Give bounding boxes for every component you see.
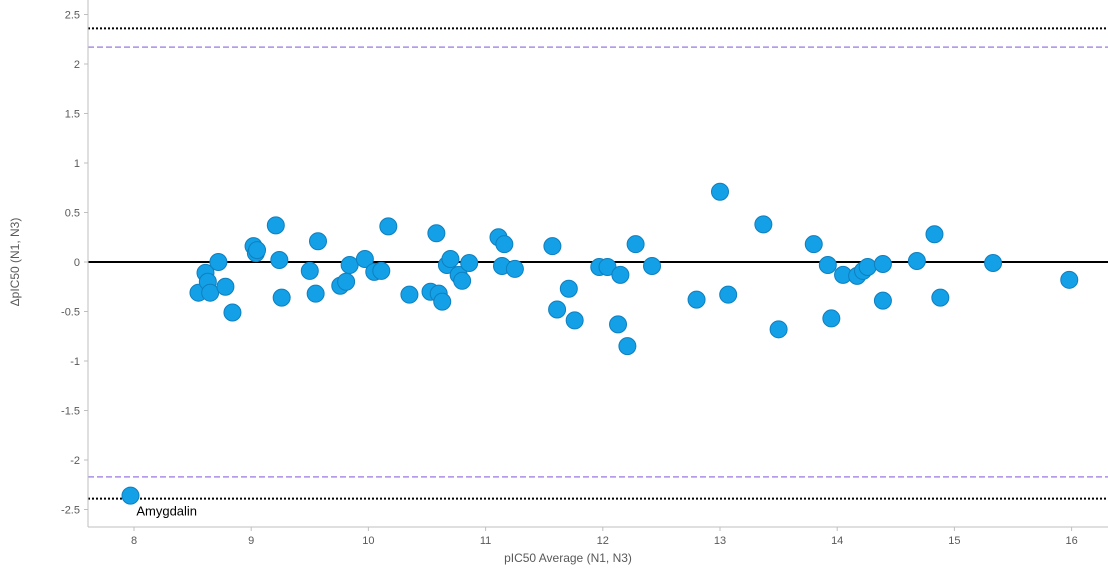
data-point — [248, 241, 267, 260]
data-point — [711, 182, 729, 201]
axes — [87, 0, 1108, 528]
data-point — [121, 486, 140, 505]
y-tick-label: -2 — [70, 455, 80, 467]
data-point — [873, 254, 892, 273]
x-tick-label: 16 — [1065, 535, 1077, 547]
data-point — [272, 288, 291, 307]
data-points — [121, 182, 1079, 505]
x-tick-label: 15 — [948, 535, 960, 547]
data-point — [598, 257, 617, 276]
data-point — [804, 235, 823, 254]
data-point — [223, 303, 242, 322]
y-tick-label: -1.5 — [61, 406, 80, 418]
data-point — [433, 292, 452, 311]
x-tick-label: 11 — [480, 535, 491, 547]
x-tick-labels: 8 9 10 11 12 13 14 15 16 — [131, 527, 1078, 547]
data-point — [565, 311, 584, 330]
data-point — [626, 235, 645, 254]
x-tick-label: 12 — [597, 535, 609, 547]
data-point — [907, 252, 926, 271]
y-tick-label: 1.5 — [65, 109, 80, 121]
y-tick-label: 0.5 — [65, 208, 80, 220]
x-tick-label: 9 — [248, 535, 254, 547]
x-tick-label: 10 — [362, 535, 374, 547]
data-point — [270, 251, 289, 270]
data-point — [379, 217, 398, 236]
data-point — [873, 291, 892, 310]
data-point — [548, 300, 567, 319]
data-point — [400, 285, 419, 304]
data-point — [754, 215, 773, 234]
data-point — [306, 284, 325, 303]
data-point — [340, 255, 359, 274]
data-point — [931, 288, 950, 307]
y-tick-label: -0.5 — [61, 307, 80, 319]
y-tick-label: -2.5 — [61, 505, 80, 517]
data-point — [266, 216, 285, 235]
data-point — [427, 224, 446, 243]
x-tick-label: 8 — [131, 535, 137, 547]
data-point — [618, 337, 637, 356]
data-point — [611, 265, 630, 284]
data-point — [355, 250, 374, 269]
y-tick-labels: 2.5 2 1.5 1 0.5 0 -0.5 -1 -1.5 -2 -2.5 — [61, 10, 88, 517]
y-tick-label: 2.5 — [65, 10, 80, 22]
y-axis-title: ΔpIC50 (N1, N3) — [8, 218, 22, 307]
data-point — [984, 253, 1003, 272]
data-point — [543, 237, 562, 256]
data-point — [201, 283, 220, 302]
data-point — [460, 253, 479, 272]
data-point — [769, 320, 788, 339]
data-point — [818, 255, 837, 274]
data-point — [453, 271, 472, 290]
data-point — [337, 272, 356, 291]
data-point — [822, 309, 841, 328]
annotation-amygdalin: Amygdalin — [136, 504, 197, 519]
x-tick-label: 14 — [831, 535, 843, 547]
data-point — [216, 277, 235, 296]
data-point — [300, 261, 319, 280]
y-tick-label: -1 — [70, 356, 80, 368]
data-point — [209, 253, 228, 271]
data-point — [609, 315, 628, 334]
data-point — [441, 250, 460, 269]
data-point — [372, 261, 391, 280]
x-tick-label: 13 — [714, 535, 726, 547]
data-point — [719, 285, 738, 304]
data-point — [559, 279, 578, 298]
data-point — [643, 256, 662, 275]
data-point — [858, 257, 877, 276]
y-tick-label: 0 — [74, 257, 80, 269]
y-tick-label: 2 — [74, 59, 80, 71]
data-point — [505, 259, 524, 278]
x-axis-title: pIC50 Average (N1, N3) — [504, 551, 632, 565]
data-point — [309, 232, 328, 251]
data-point — [687, 290, 706, 309]
data-point — [925, 225, 944, 244]
data-point — [1060, 270, 1079, 289]
y-tick-label: 1 — [74, 158, 80, 170]
data-point — [495, 235, 514, 254]
